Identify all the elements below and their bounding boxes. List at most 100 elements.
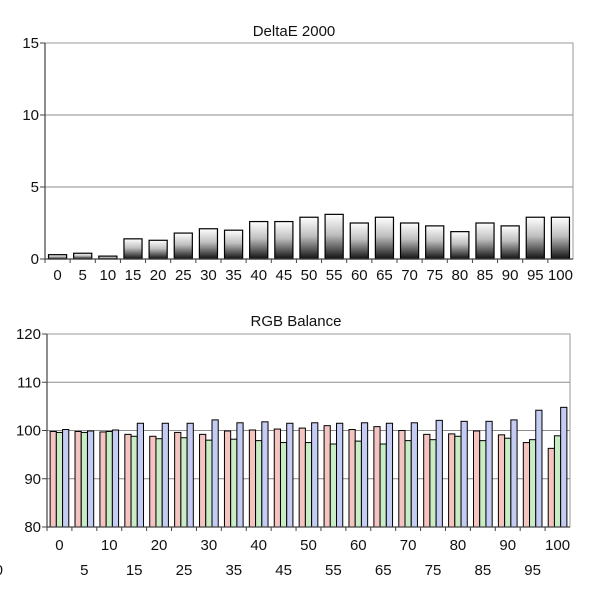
bar-15-b xyxy=(136,422,145,528)
bar-55-g xyxy=(329,443,338,528)
x-tick-label-95: 95 xyxy=(527,267,544,284)
deltae-chart: DeltaE 2000 0 5 10 15 0 5 10 15 20 25 30 35 40 45 50 5… xyxy=(22,23,574,284)
bar-45-r xyxy=(273,428,281,528)
x-tick-label-15: 15 xyxy=(126,562,143,579)
x-tick-label-85: 85 xyxy=(477,267,494,284)
bar-95-g xyxy=(529,439,537,528)
x-tick-label-70: 70 xyxy=(400,537,417,554)
bar-15 xyxy=(123,238,143,260)
y-tick-label-3: 15 xyxy=(22,35,39,52)
x-tick-label-70: 70 xyxy=(401,267,418,284)
x-tick-label-0: 0 xyxy=(53,267,61,284)
x-tick-label-30: 30 xyxy=(200,267,217,284)
y-tick-label-0: 0 xyxy=(31,251,39,268)
bar-80-g xyxy=(454,435,462,528)
x-tick-label-50: 50 xyxy=(301,267,318,284)
rgb-y-ticks: 80 90 100 110 120 xyxy=(16,326,47,536)
bar-75 xyxy=(425,225,445,260)
deltae-x-ticks: 0 5 10 15 20 25 30 35 40 45 50 55 60 65 70 75 80 85 90 95 10… xyxy=(44,259,573,284)
x-tick-label-60: 60 xyxy=(351,267,368,284)
bar-15-r xyxy=(124,433,132,528)
bar-45 xyxy=(274,220,294,260)
x-tick-label-5: 5 xyxy=(80,562,88,579)
bar-35-r xyxy=(223,430,232,528)
x-tick-label-90: 90 xyxy=(499,537,516,554)
bar-65-r xyxy=(373,426,381,528)
x-tick-label-80: 80 xyxy=(450,537,467,554)
bar-25-r xyxy=(174,431,182,528)
x-tick-label-65: 65 xyxy=(376,267,393,284)
x-tick-label-35: 35 xyxy=(225,267,242,284)
y-tick-label-3: 110 xyxy=(17,374,41,391)
bar-40-b xyxy=(261,421,269,528)
x-tick-label-15: 15 xyxy=(125,267,142,284)
x-tick-label-90: 90 xyxy=(502,267,519,284)
x-tick-label-45: 45 xyxy=(276,267,293,284)
x-tick-label-5: 5 xyxy=(79,267,87,284)
bar-100 xyxy=(550,216,571,260)
bar-40-r xyxy=(248,429,257,528)
bar-50 xyxy=(299,216,319,260)
bar-60-b xyxy=(360,422,369,528)
bar-15-g xyxy=(130,435,138,528)
x-tick-label-75: 75 xyxy=(425,562,442,579)
rgb-balance-chart-title: RGB Balance xyxy=(251,313,342,330)
bar-55-b xyxy=(336,422,344,528)
bar-80-r xyxy=(448,433,456,528)
bar-85-r xyxy=(472,430,481,528)
y-tick-label-1: 5 xyxy=(31,179,39,196)
x-tick-label-55: 55 xyxy=(326,267,343,284)
x-tick-label-25: 25 xyxy=(175,267,192,284)
bar-95-b xyxy=(535,409,543,528)
y-tick-label-1: 90 xyxy=(24,471,41,488)
bar-85 xyxy=(475,222,495,260)
x-tick-label-45: 45 xyxy=(275,562,292,579)
bar-35 xyxy=(223,229,244,260)
bar-30-r xyxy=(199,433,207,528)
bar-60 xyxy=(349,222,369,260)
y-tick-label-2: 10 xyxy=(22,107,39,124)
x-tick-label-40: 40 xyxy=(250,267,267,284)
bar-75-g xyxy=(429,439,437,528)
bar-60-g xyxy=(354,440,362,528)
bar-70-r xyxy=(398,430,406,528)
bar-25-b xyxy=(186,422,194,528)
x-tick-label-clipped: 0 xyxy=(0,562,3,579)
y-tick-label-2: 100 xyxy=(16,423,41,440)
bar-20 xyxy=(148,239,168,260)
bar-35-g xyxy=(230,438,238,528)
rgb-x-ticks: 0 10 20 30 40 50 60 70 80 90 100 5 15 25 35 45 55 65 75 85 9… xyxy=(0,527,570,579)
bar-60-r xyxy=(348,429,356,528)
bar-10-g xyxy=(105,430,113,528)
deltae-y-ticks: 0 5 10 15 xyxy=(22,35,45,268)
deltae-chart-title: DeltaE 2000 xyxy=(253,23,336,40)
bar-20-r xyxy=(149,435,157,528)
x-tick-label-10: 10 xyxy=(101,537,118,554)
bar-35-b xyxy=(236,422,244,528)
bar-65-b xyxy=(385,422,394,528)
bar-65-g xyxy=(379,443,387,528)
bar-90-g xyxy=(504,437,512,528)
bar-10-b xyxy=(111,429,120,528)
bar-95-r xyxy=(522,442,531,528)
bar-100-r xyxy=(547,447,555,528)
bar-80-b xyxy=(460,420,468,528)
bar-5-g xyxy=(80,431,88,528)
bar-95 xyxy=(525,216,545,260)
bar-85-g xyxy=(479,440,487,528)
bar-10-r xyxy=(99,431,107,528)
bar-0-r xyxy=(49,430,57,528)
bar-90 xyxy=(500,225,520,260)
bar-70-g xyxy=(404,440,412,528)
bar-70 xyxy=(399,222,420,260)
bar-40 xyxy=(249,220,269,260)
x-tick-label-35: 35 xyxy=(225,562,242,579)
bar-45-g xyxy=(279,442,288,528)
bar-5-r xyxy=(74,430,82,528)
bar-0-b xyxy=(62,429,70,528)
bar-75-r xyxy=(423,433,431,528)
bar-55-r xyxy=(323,425,331,528)
x-tick-label-100: 100 xyxy=(545,537,570,554)
